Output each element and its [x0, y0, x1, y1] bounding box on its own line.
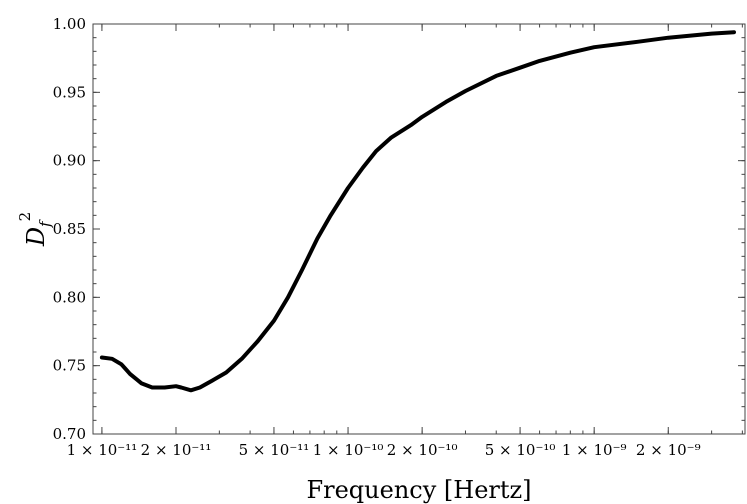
y-tick-label: 0.75 [53, 357, 86, 375]
y-axis-title: Df2 [16, 212, 54, 247]
series-line [99, 30, 736, 393]
y-tick-label: 0.80 [53, 288, 86, 306]
y-tick-label: 1.00 [53, 15, 86, 33]
x-tick-label: 2 × 10⁻¹⁰ [387, 441, 458, 459]
y-tick-label: 0.90 [53, 152, 86, 170]
x-tick-label: 5 × 10⁻¹¹ [239, 441, 310, 459]
y-tick-label: 0.95 [53, 83, 86, 101]
tick-labels: 0.700.750.800.850.900.951.001 × 10⁻¹¹ 2 ×… [53, 15, 701, 459]
x-tick-label: 5 × 10⁻¹⁰ [485, 441, 556, 459]
x-tick-label: 1 × 10⁻⁹ [562, 441, 627, 459]
svg-text:Df2: Df2 [16, 212, 54, 247]
x-tick-label: 1 × 10⁻¹¹ [67, 441, 138, 459]
x-axis-title: Frequency [Hertz] [306, 476, 531, 504]
x-tick-label: 2 × 10⁻⁹ [636, 441, 701, 459]
x-tick-label: 1 × 10⁻¹⁰ [313, 441, 384, 459]
y-axis-title-main: D [22, 227, 50, 247]
ticks [93, 23, 745, 435]
x-tick-label: 2 × 10⁻¹¹ [141, 441, 212, 459]
y-tick-label: 0.85 [53, 220, 86, 238]
y-axis-title-sub: f [36, 219, 54, 228]
plot-frame [92, 23, 746, 435]
y-tick-label: 0.70 [53, 425, 86, 443]
y-axis-title-sup: 2 [16, 212, 34, 222]
